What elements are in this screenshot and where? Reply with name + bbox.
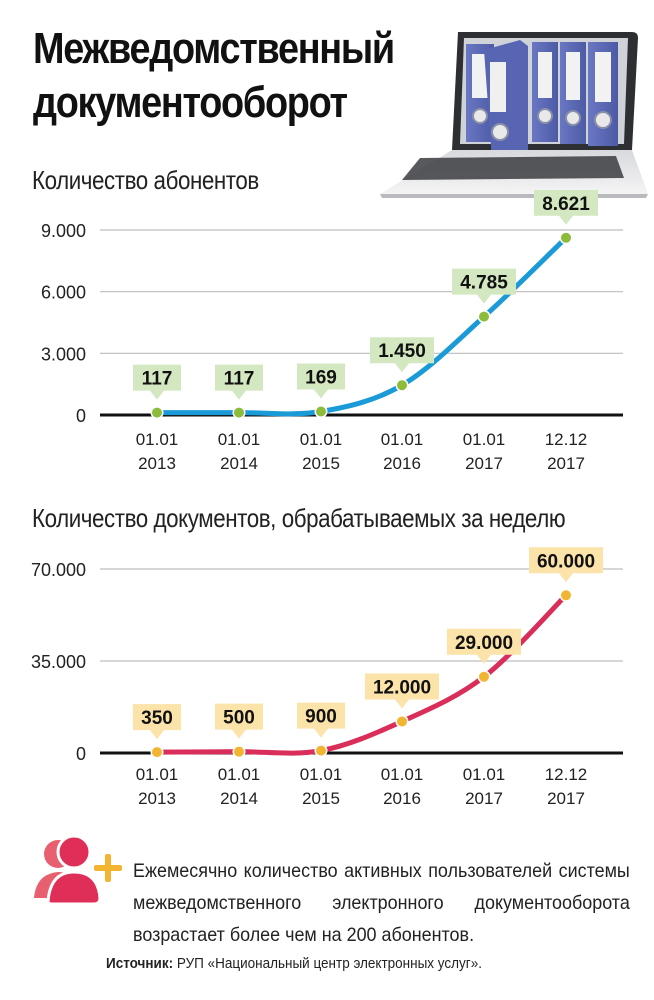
users-add-icon: [34, 834, 122, 906]
data-point: [561, 590, 571, 601]
note-text: Ежемесячно количество активных пользоват…: [133, 859, 630, 946]
source-line: Источник: РУП «Национальный центр электр…: [106, 955, 482, 972]
source-text: РУП «Национальный центр электронных услу…: [173, 955, 482, 972]
data-point: [316, 406, 326, 417]
value-callout: [365, 673, 439, 709]
data-point: [234, 407, 244, 418]
x-tick-label: 01.01: [463, 430, 506, 449]
x-tick-label: 12.12: [545, 430, 588, 449]
source-label: Источник:: [106, 955, 174, 972]
x-tick-label: 2016: [383, 454, 421, 473]
y-tick-label: 3.000: [41, 344, 86, 364]
x-tick-label: 01.01: [381, 765, 424, 784]
data-point: [316, 745, 326, 756]
x-tick-label: 01.01: [136, 765, 179, 784]
x-tick-label: 2017: [465, 789, 503, 808]
x-tick-label: 01.01: [300, 765, 343, 784]
value-label: 117: [142, 369, 173, 390]
series-line: [154, 592, 569, 756]
x-tick-label: 2014: [220, 454, 258, 473]
x-tick-label: 2014: [220, 789, 258, 808]
documents-line-chart: 0 35.000 70.000 350 01.01 2013 500 01.01 2014 900…: [31, 547, 623, 808]
x-tick-label: 2013: [138, 789, 176, 808]
value-callout: [370, 337, 434, 373]
x-tick-label: 2013: [138, 454, 176, 473]
x-tick-label: 01.01: [381, 430, 424, 449]
value-label: 29.000: [455, 633, 513, 654]
value-callout: [534, 190, 598, 225]
data-point: [479, 671, 489, 682]
value-label: 169: [305, 368, 337, 389]
value-callout: [452, 268, 516, 304]
value-label: 117: [224, 369, 255, 390]
y-tick-label: 35.000: [31, 652, 86, 672]
data-point: [152, 407, 162, 418]
x-tick-label: 01.01: [218, 430, 261, 449]
value-label: 900: [305, 707, 337, 728]
title-line-2: документооборот: [33, 78, 348, 127]
x-tick-label: 2017: [547, 789, 585, 808]
laptop-binders-illustration: [380, 32, 648, 198]
value-callout: [215, 703, 263, 739]
chart-2-title: Количество документов, обрабатываемых за…: [32, 503, 566, 533]
x-tick-label: 12.12: [545, 765, 588, 784]
value-callout: [529, 547, 603, 583]
x-tick-label: 2017: [465, 454, 503, 473]
value-callout: [447, 628, 521, 664]
y-tick-label: 9.000: [41, 221, 86, 241]
page-title: Межведомственный документооборот: [33, 22, 395, 130]
value-label: 350: [141, 708, 173, 729]
value-callout: [297, 702, 345, 738]
value-callout: [215, 364, 263, 400]
x-tick-label: 2015: [302, 454, 340, 473]
x-tick-label: 01.01: [463, 765, 506, 784]
y-tick-label: 70.000: [31, 560, 86, 580]
data-point: [397, 716, 407, 727]
value-label: 500: [223, 708, 255, 729]
value-label: 12.000: [373, 677, 431, 698]
value-label: 1.450: [378, 341, 426, 362]
chart-1-title: Количество абонентов: [32, 165, 259, 195]
data-point: [397, 380, 407, 391]
value-callout: [133, 364, 181, 400]
y-tick-label: 0: [76, 744, 86, 764]
x-tick-label: 01.01: [218, 765, 261, 784]
x-tick-label: 2017: [547, 454, 585, 473]
x-tick-label: 01.01: [136, 430, 179, 449]
x-tick-label: 2016: [383, 789, 421, 808]
title-line-1: Межведомственный: [33, 24, 395, 73]
data-point: [152, 747, 162, 758]
value-callout: [297, 363, 345, 399]
data-point: [561, 232, 571, 243]
x-tick-label: 01.01: [300, 430, 343, 449]
data-point: [479, 311, 489, 322]
value-label: 4.785: [460, 273, 508, 294]
data-point: [234, 746, 244, 757]
y-tick-label: 0: [76, 406, 86, 426]
value-callout: [133, 704, 181, 740]
value-label: 8.621: [542, 194, 590, 215]
y-tick-label: 6.000: [41, 283, 86, 303]
subscribers-line-chart: 0 3.000 6.000 9.000 117 01.01 2013 117 01.01 2014…: [41, 190, 623, 473]
value-label: 60.000: [537, 551, 595, 572]
x-tick-label: 2015: [302, 789, 340, 808]
